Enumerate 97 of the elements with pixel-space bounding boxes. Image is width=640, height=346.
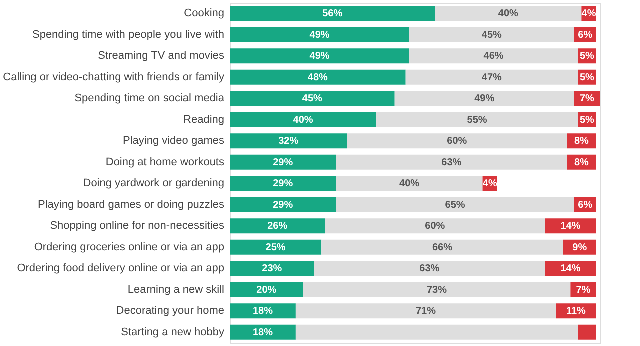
data-label: 65% (445, 200, 466, 211)
data-label: 45% (482, 30, 502, 41)
y-tick-label: Decorating your home (116, 305, 224, 318)
y-tick-label: Streaming TV and movies (98, 50, 225, 62)
data-label: 66% (432, 242, 453, 254)
bar (325, 218, 546, 234)
bar (394, 91, 574, 106)
data-label: 18% (252, 306, 274, 318)
bar (230, 112, 377, 128)
bar (376, 112, 578, 128)
data-label: 8% (574, 136, 590, 148)
data-label: 40% (399, 178, 420, 190)
bar (578, 324, 596, 340)
y-tick-label: Calling or video-chatting with friends or family (3, 71, 225, 84)
data-label: 60% (447, 136, 468, 148)
bar (230, 197, 336, 212)
data-label: 23% (262, 264, 282, 275)
bar (545, 218, 596, 234)
bar (322, 240, 564, 255)
data-label: 25% (266, 242, 286, 254)
data-label: 14% (560, 221, 581, 232)
data-label: 14% (560, 264, 581, 275)
bar (230, 218, 326, 234)
y-tick-label: Shopping online for non-necessities (50, 220, 225, 232)
y-tick-label: Learning a new skill (128, 284, 224, 296)
data-label: 4% (482, 178, 498, 190)
data-label: 7% (576, 284, 591, 296)
y-tick-label: Playing video games (122, 135, 225, 148)
bar (336, 197, 574, 212)
bar (410, 27, 574, 42)
data-label: 20% (256, 284, 277, 296)
bar (230, 176, 336, 192)
data-label: 18% (252, 327, 274, 338)
bar (230, 6, 436, 22)
bar (230, 240, 322, 255)
data-label: 8% (574, 157, 590, 168)
data-label: 4% (582, 8, 596, 20)
y-tick-label: Playing board games or doing puzzles (38, 198, 225, 211)
bar (336, 176, 483, 192)
data-label: 49% (310, 30, 330, 41)
data-label: 73% (426, 284, 448, 296)
data-label: 6% (578, 30, 593, 41)
data-label: 29% (273, 200, 294, 211)
bar (410, 48, 578, 64)
y-tick-label: Ordering groceries online or via an app (34, 241, 224, 254)
bar (230, 70, 406, 85)
bar (314, 261, 546, 276)
y-tick-label: Reading (184, 114, 224, 126)
y-tick-label: Cooking (184, 8, 224, 20)
data-label: 7% (580, 94, 595, 105)
y-tick-label: Spending time with people you live with (32, 28, 224, 41)
data-label: 55% (467, 114, 488, 126)
data-label: 60% (425, 221, 446, 232)
bar (230, 304, 296, 319)
data-label: 29% (273, 178, 294, 190)
y-tick-label: Starting a new hobby (121, 326, 225, 338)
bar (230, 27, 410, 42)
bar (435, 6, 582, 22)
y-tick-label: Doing yardwork or gardening (83, 178, 224, 190)
data-label: 46% (484, 51, 504, 62)
data-label: 40% (293, 114, 314, 126)
data-label: 49% (310, 51, 330, 62)
bar (230, 324, 296, 340)
y-tick-label: Spending time on social media (74, 92, 226, 105)
bar (296, 304, 556, 319)
bar (230, 282, 304, 298)
data-label: 48% (308, 72, 328, 84)
data-label: 56% (322, 8, 343, 20)
bar (296, 324, 578, 340)
data-label: 5% (580, 51, 595, 62)
bar (347, 134, 568, 149)
bar (230, 154, 336, 170)
data-label: 26% (268, 221, 288, 232)
data-label: 49% (474, 94, 495, 105)
bar (230, 48, 410, 64)
data-label: 71% (416, 306, 436, 318)
data-label: 63% (442, 157, 462, 168)
y-tick-label: Ordering food delivery online or via an app (17, 262, 224, 275)
y-tick-label: Doing at home workouts (106, 156, 225, 168)
data-label: 40% (498, 8, 519, 20)
bar (230, 91, 395, 106)
data-label: 45% (302, 94, 323, 105)
bar (230, 134, 348, 149)
data-label: 5% (580, 114, 595, 126)
bar (406, 70, 578, 85)
data-label: 11% (566, 306, 586, 318)
data-label: 29% (273, 157, 294, 168)
bar (303, 282, 571, 298)
data-label: 5% (580, 72, 595, 84)
data-label: 6% (578, 200, 593, 211)
data-label: 32% (278, 136, 299, 148)
bar (336, 154, 568, 170)
bar (230, 261, 314, 276)
data-label: 63% (420, 264, 440, 275)
data-label: 9% (572, 242, 588, 254)
data-label: 47% (482, 72, 502, 84)
bar (545, 261, 596, 276)
